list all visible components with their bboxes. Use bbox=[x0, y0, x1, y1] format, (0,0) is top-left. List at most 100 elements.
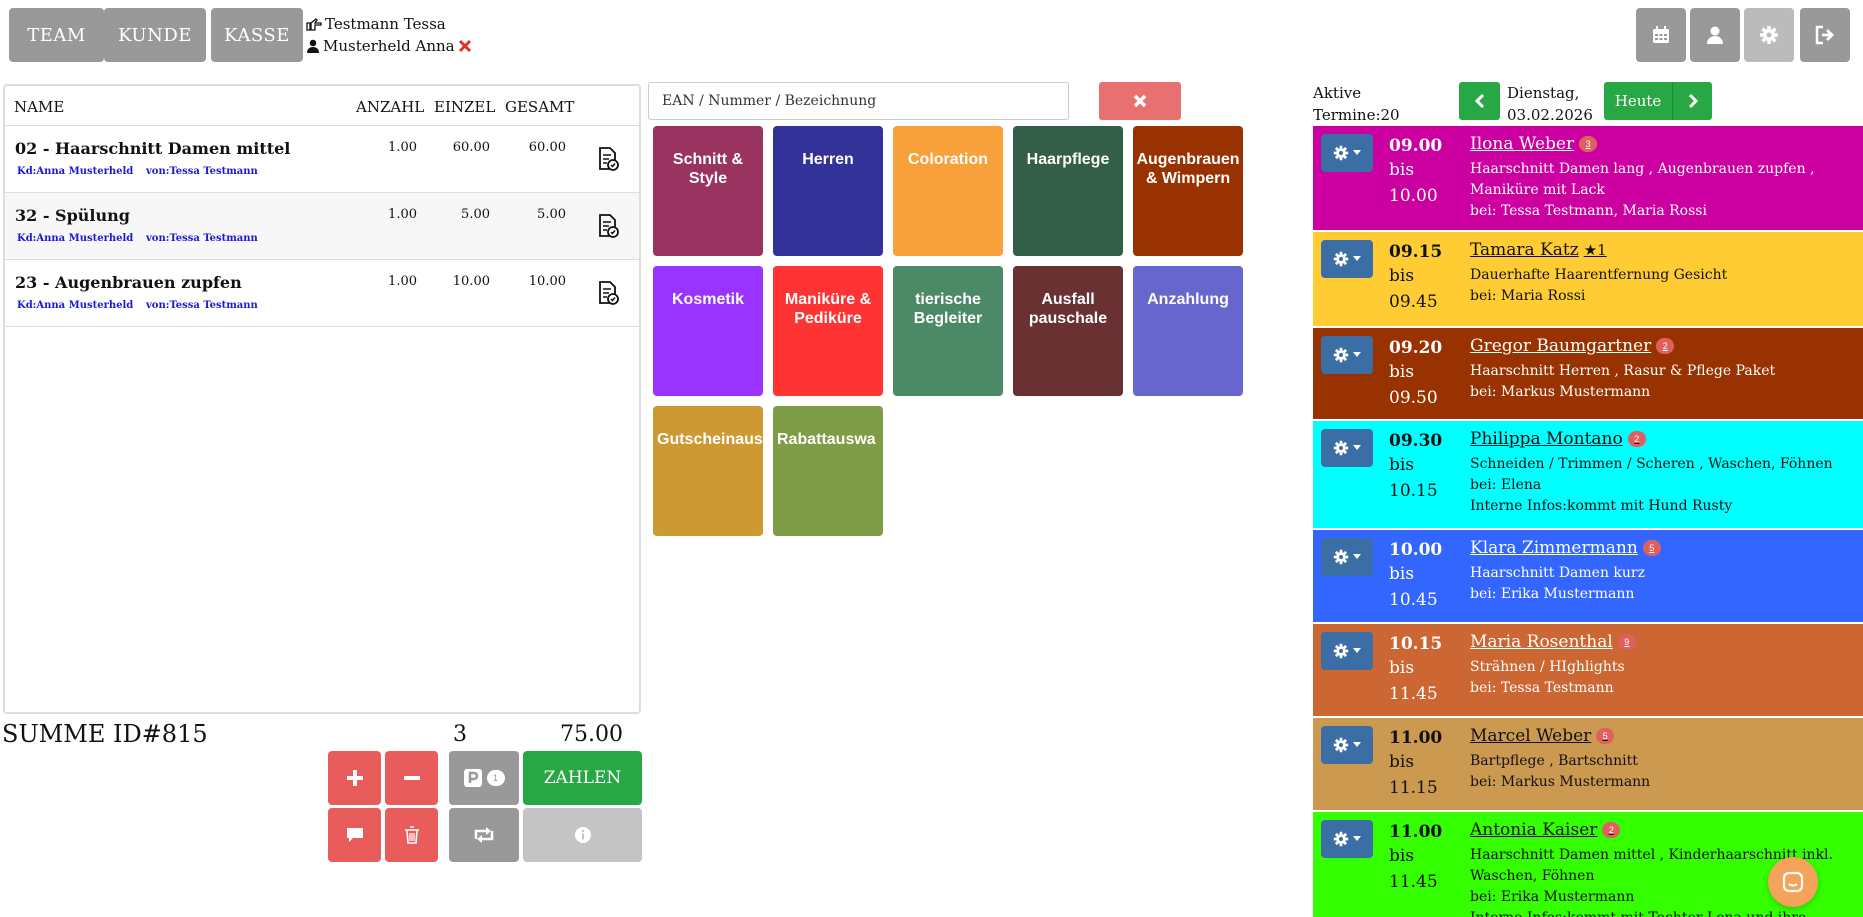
appointment-menu-button[interactable] bbox=[1321, 632, 1373, 670]
appointment-details: Haarschnitt Damen lang , Augenbrauen zup… bbox=[1470, 159, 1860, 222]
appointment-menu-button[interactable] bbox=[1321, 336, 1373, 374]
settings-button[interactable] bbox=[1744, 8, 1794, 62]
parking-icon bbox=[463, 769, 482, 787]
next-day-button[interactable] bbox=[1672, 82, 1712, 120]
appointment-customer-link[interactable]: Philippa Montano 2 bbox=[1470, 429, 1646, 449]
appointment-bis: bis bbox=[1389, 266, 1415, 286]
appointment-detail: bei: Tessa Testmann bbox=[1470, 680, 1614, 696]
employee-name: Testmann Tessa bbox=[325, 15, 446, 33]
appointment-badge: 5 bbox=[1596, 728, 1615, 744]
appointment-bis: bis bbox=[1389, 160, 1415, 180]
category-tile[interactable]: Haarpflege bbox=[1013, 126, 1123, 256]
table-row[interactable]: 32 - Spülung 1.00 5.00 5.00 Kd:Anna Musterhe… bbox=[5, 193, 639, 260]
nav-team-button[interactable]: TEAM bbox=[9, 8, 104, 62]
appointment-bis: bis bbox=[1389, 846, 1415, 866]
pay-button[interactable]: ZAHLEN bbox=[523, 751, 642, 805]
item-employee: von:Tessa Testmann bbox=[146, 233, 258, 244]
appointment-row[interactable]: 09.00 bis 10.00 Ilona Weber 3 Haarschnitt Dam… bbox=[1313, 126, 1863, 230]
appointment-customer-link[interactable]: Klara Zimmermann 5 bbox=[1470, 538, 1661, 558]
category-tile[interactable]: tierische Begleiter bbox=[893, 266, 1003, 396]
appointment-customer-link[interactable]: Maria Rosenthal 9 bbox=[1470, 632, 1636, 652]
category-tile[interactable]: Herren bbox=[773, 126, 883, 256]
summary-count: 3 bbox=[453, 722, 467, 747]
appointment-row[interactable]: 09.20 bis 09.50 Gregor Baumgartner 2 Haarschn… bbox=[1313, 328, 1863, 419]
today-button[interactable]: Heute bbox=[1604, 82, 1672, 120]
day-name: Dienstag, bbox=[1507, 84, 1580, 102]
category-tile[interactable]: Schnitt & Style bbox=[653, 126, 763, 256]
category-tile[interactable]: Rabattauswa bbox=[773, 406, 883, 536]
nav-kunde-button[interactable]: KUNDE bbox=[104, 8, 206, 62]
nav-kasse-button[interactable]: KASSE bbox=[211, 8, 303, 62]
category-tile[interactable]: Anzahlung bbox=[1133, 266, 1243, 396]
appointment-badge: 3 bbox=[1579, 136, 1598, 152]
delete-button[interactable] bbox=[385, 808, 438, 862]
info-button[interactable] bbox=[523, 808, 642, 862]
appointment-details: Bartpflege , Bartschnitt bei: Markus Must… bbox=[1470, 751, 1860, 793]
appointment-menu-button[interactable] bbox=[1321, 240, 1373, 278]
category-tile[interactable]: Kosmetik bbox=[653, 266, 763, 396]
category-tile[interactable]: Augenbrauen & Wimpern bbox=[1133, 126, 1243, 256]
appointment-row[interactable]: 10.15 bis 11.45 Maria Rosenthal 9 Strähnen / … bbox=[1313, 624, 1863, 716]
appointment-detail: Bartpflege , Bartschnitt bbox=[1470, 753, 1638, 769]
appointment-menu-button[interactable] bbox=[1321, 820, 1373, 858]
table-row[interactable]: 02 - Haarschnitt Damen mittel 1.00 60.00 60… bbox=[5, 126, 639, 193]
appointment-end: 09.50 bbox=[1389, 388, 1438, 408]
logout-button[interactable] bbox=[1800, 8, 1850, 62]
increase-button[interactable] bbox=[328, 751, 381, 805]
comment-button[interactable] bbox=[328, 808, 381, 862]
prev-day-button[interactable] bbox=[1459, 82, 1500, 120]
appointment-row[interactable]: 11.00 bis 11.15 Marcel Weber 5 Bartpflege , B… bbox=[1313, 718, 1863, 810]
appointment-customer-link[interactable]: Marcel Weber 5 bbox=[1470, 726, 1615, 746]
item-einzel: 10.00 bbox=[452, 274, 490, 289]
appointment-customer-link[interactable]: Gregor Baumgartner 2 bbox=[1470, 336, 1675, 356]
item-edit-button[interactable] bbox=[595, 280, 621, 310]
item-edit-button[interactable] bbox=[595, 213, 621, 243]
repeat-button[interactable] bbox=[449, 808, 519, 862]
appointment-detail: Schneiden / Trimmen / Scheren , Waschen,… bbox=[1470, 456, 1833, 472]
category-tile[interactable]: Coloration bbox=[893, 126, 1003, 256]
appointment-start: 10.15 bbox=[1389, 634, 1443, 654]
appointment-detail: bei: Markus Mustermann bbox=[1470, 774, 1651, 790]
clear-search-button[interactable] bbox=[1099, 82, 1181, 120]
appointment-detail: Haarschnitt Damen lang , Augenbrauen zup… bbox=[1470, 161, 1815, 177]
search-input[interactable]: EAN / Nummer / Bezeichnung bbox=[648, 82, 1069, 120]
category-tile[interactable]: Maniküre & Pediküre bbox=[773, 266, 883, 396]
appointment-menu-button[interactable] bbox=[1321, 726, 1373, 764]
item-edit-button[interactable] bbox=[595, 146, 621, 176]
appointment-row[interactable]: 09.30 bis 10.15 Philippa Montano 2 Schneiden … bbox=[1313, 421, 1863, 528]
appointment-bis: bis bbox=[1389, 564, 1415, 584]
customer-name: Musterheld Anna bbox=[323, 37, 455, 55]
appointment-row[interactable]: 09.15 bis 09.45 Tamara Katz ★1 Dauerhafte Haa… bbox=[1313, 232, 1863, 326]
item-name: 23 - Augenbrauen zupfen bbox=[15, 273, 242, 292]
appointment-row[interactable]: 11.00 bis 11.45 Antonia Kaiser 2 Haarschnitt … bbox=[1313, 812, 1863, 917]
category-tile[interactable]: Gutscheinaus bbox=[653, 406, 763, 536]
decrease-button[interactable] bbox=[385, 751, 438, 805]
table-row[interactable]: 23 - Augenbrauen zupfen 1.00 10.00 10.00 Kd:… bbox=[5, 260, 639, 327]
item-name: 32 - Spülung bbox=[15, 206, 130, 225]
calendar-icon bbox=[1653, 26, 1669, 43]
hand-pointing-icon bbox=[306, 17, 322, 31]
appointment-badge: 2 bbox=[1656, 338, 1675, 354]
appointment-customer-link[interactable]: Tamara Katz ★1 bbox=[1470, 240, 1607, 260]
appointment-detail: bei: Erika Mustermann bbox=[1470, 889, 1635, 905]
appointment-menu-button[interactable] bbox=[1321, 429, 1373, 467]
park-button[interactable]: 1 bbox=[449, 751, 519, 805]
gear-icon bbox=[1333, 145, 1349, 161]
caret-down-icon bbox=[1353, 554, 1361, 559]
appointment-details: Haarschnitt Herren , Rasur & Pflege Pake… bbox=[1470, 361, 1860, 403]
calendar-button[interactable] bbox=[1636, 8, 1686, 62]
appointment-details: Schneiden / Trimmen / Scheren , Waschen,… bbox=[1470, 454, 1860, 517]
remove-customer-icon[interactable] bbox=[458, 39, 472, 53]
document-edit-icon bbox=[599, 147, 619, 171]
appointment-customer-link[interactable]: Ilona Weber 3 bbox=[1470, 134, 1598, 154]
chat-launcher-button[interactable] bbox=[1768, 857, 1818, 907]
appointment-row[interactable]: 10.00 bis 10.45 Klara Zimmermann 5 Haarschnit… bbox=[1313, 530, 1863, 622]
appointment-menu-button[interactable] bbox=[1321, 538, 1373, 576]
profile-button[interactable] bbox=[1690, 8, 1740, 62]
gear-icon bbox=[1333, 347, 1349, 363]
category-tile[interactable]: Ausfall pauschale bbox=[1013, 266, 1123, 396]
appointment-customer-link[interactable]: Antonia Kaiser 2 bbox=[1470, 820, 1621, 840]
active-label: Aktive bbox=[1313, 84, 1362, 102]
caret-down-icon bbox=[1353, 648, 1361, 653]
appointment-menu-button[interactable] bbox=[1321, 134, 1373, 172]
